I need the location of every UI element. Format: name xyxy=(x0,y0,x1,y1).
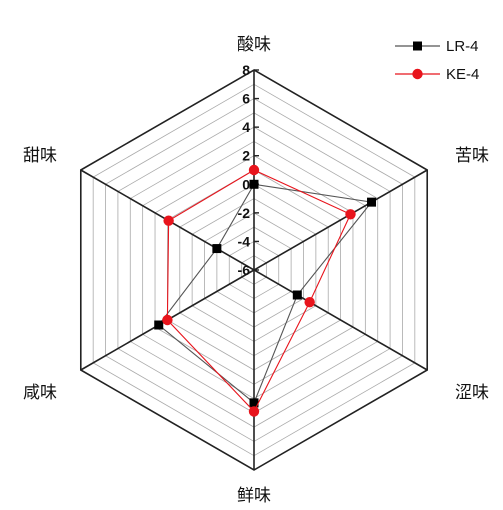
legend-marker-KE-4 xyxy=(412,68,423,80)
axis-label-0: 酸味 xyxy=(237,35,271,55)
tick-label: -2 xyxy=(238,205,251,221)
axis-label-3: 鲜味 xyxy=(237,486,271,506)
axis-label-5: 甜味 xyxy=(23,146,57,166)
series-KE-4 xyxy=(162,164,356,417)
axis-label-4: 咸味 xyxy=(23,383,57,403)
axis-label-1: 苦味 xyxy=(455,146,489,166)
legend-label-LR-4: LR-4 xyxy=(446,38,479,55)
legend: LR-4 KE-4 xyxy=(395,38,479,83)
data-point-LR-4-5 xyxy=(212,244,222,254)
axis-label-2: 涩味 xyxy=(455,383,489,403)
data-point-KE-4-0 xyxy=(248,164,260,176)
legend-label-KE-4: KE-4 xyxy=(446,66,479,83)
data-point-KE-4-2 xyxy=(304,296,315,308)
series-line-LR-4 xyxy=(157,183,373,404)
radial-tick-labels: -6 -4 -2 0 2 4 6 8 xyxy=(238,62,251,278)
data-point-KE-4-4 xyxy=(162,314,173,326)
tick-label: -6 xyxy=(238,262,251,278)
tick-label: 0 xyxy=(242,176,250,192)
tick-label: 2 xyxy=(242,148,250,164)
data-point-KE-4-3 xyxy=(248,406,260,417)
tick-label: 4 xyxy=(242,119,250,135)
spoke-2 xyxy=(253,269,428,371)
data-point-KE-4-5 xyxy=(163,215,174,226)
tick-label: 6 xyxy=(242,91,250,107)
data-point-LR-4-2 xyxy=(292,290,302,300)
spoke-1 xyxy=(253,169,428,271)
series-line-KE-4 xyxy=(166,169,352,413)
series-layer xyxy=(154,164,377,417)
series-LR-4 xyxy=(154,179,377,408)
data-point-LR-4-4 xyxy=(154,320,164,330)
tick-label: -4 xyxy=(238,233,251,249)
data-point-LR-4-0 xyxy=(249,179,259,189)
tick-label: 8 xyxy=(242,62,250,78)
data-point-KE-4-1 xyxy=(345,209,356,220)
data-point-LR-4-3 xyxy=(249,398,259,408)
data-point-LR-4-1 xyxy=(367,197,377,207)
legend-marker-LR-4 xyxy=(413,41,422,51)
